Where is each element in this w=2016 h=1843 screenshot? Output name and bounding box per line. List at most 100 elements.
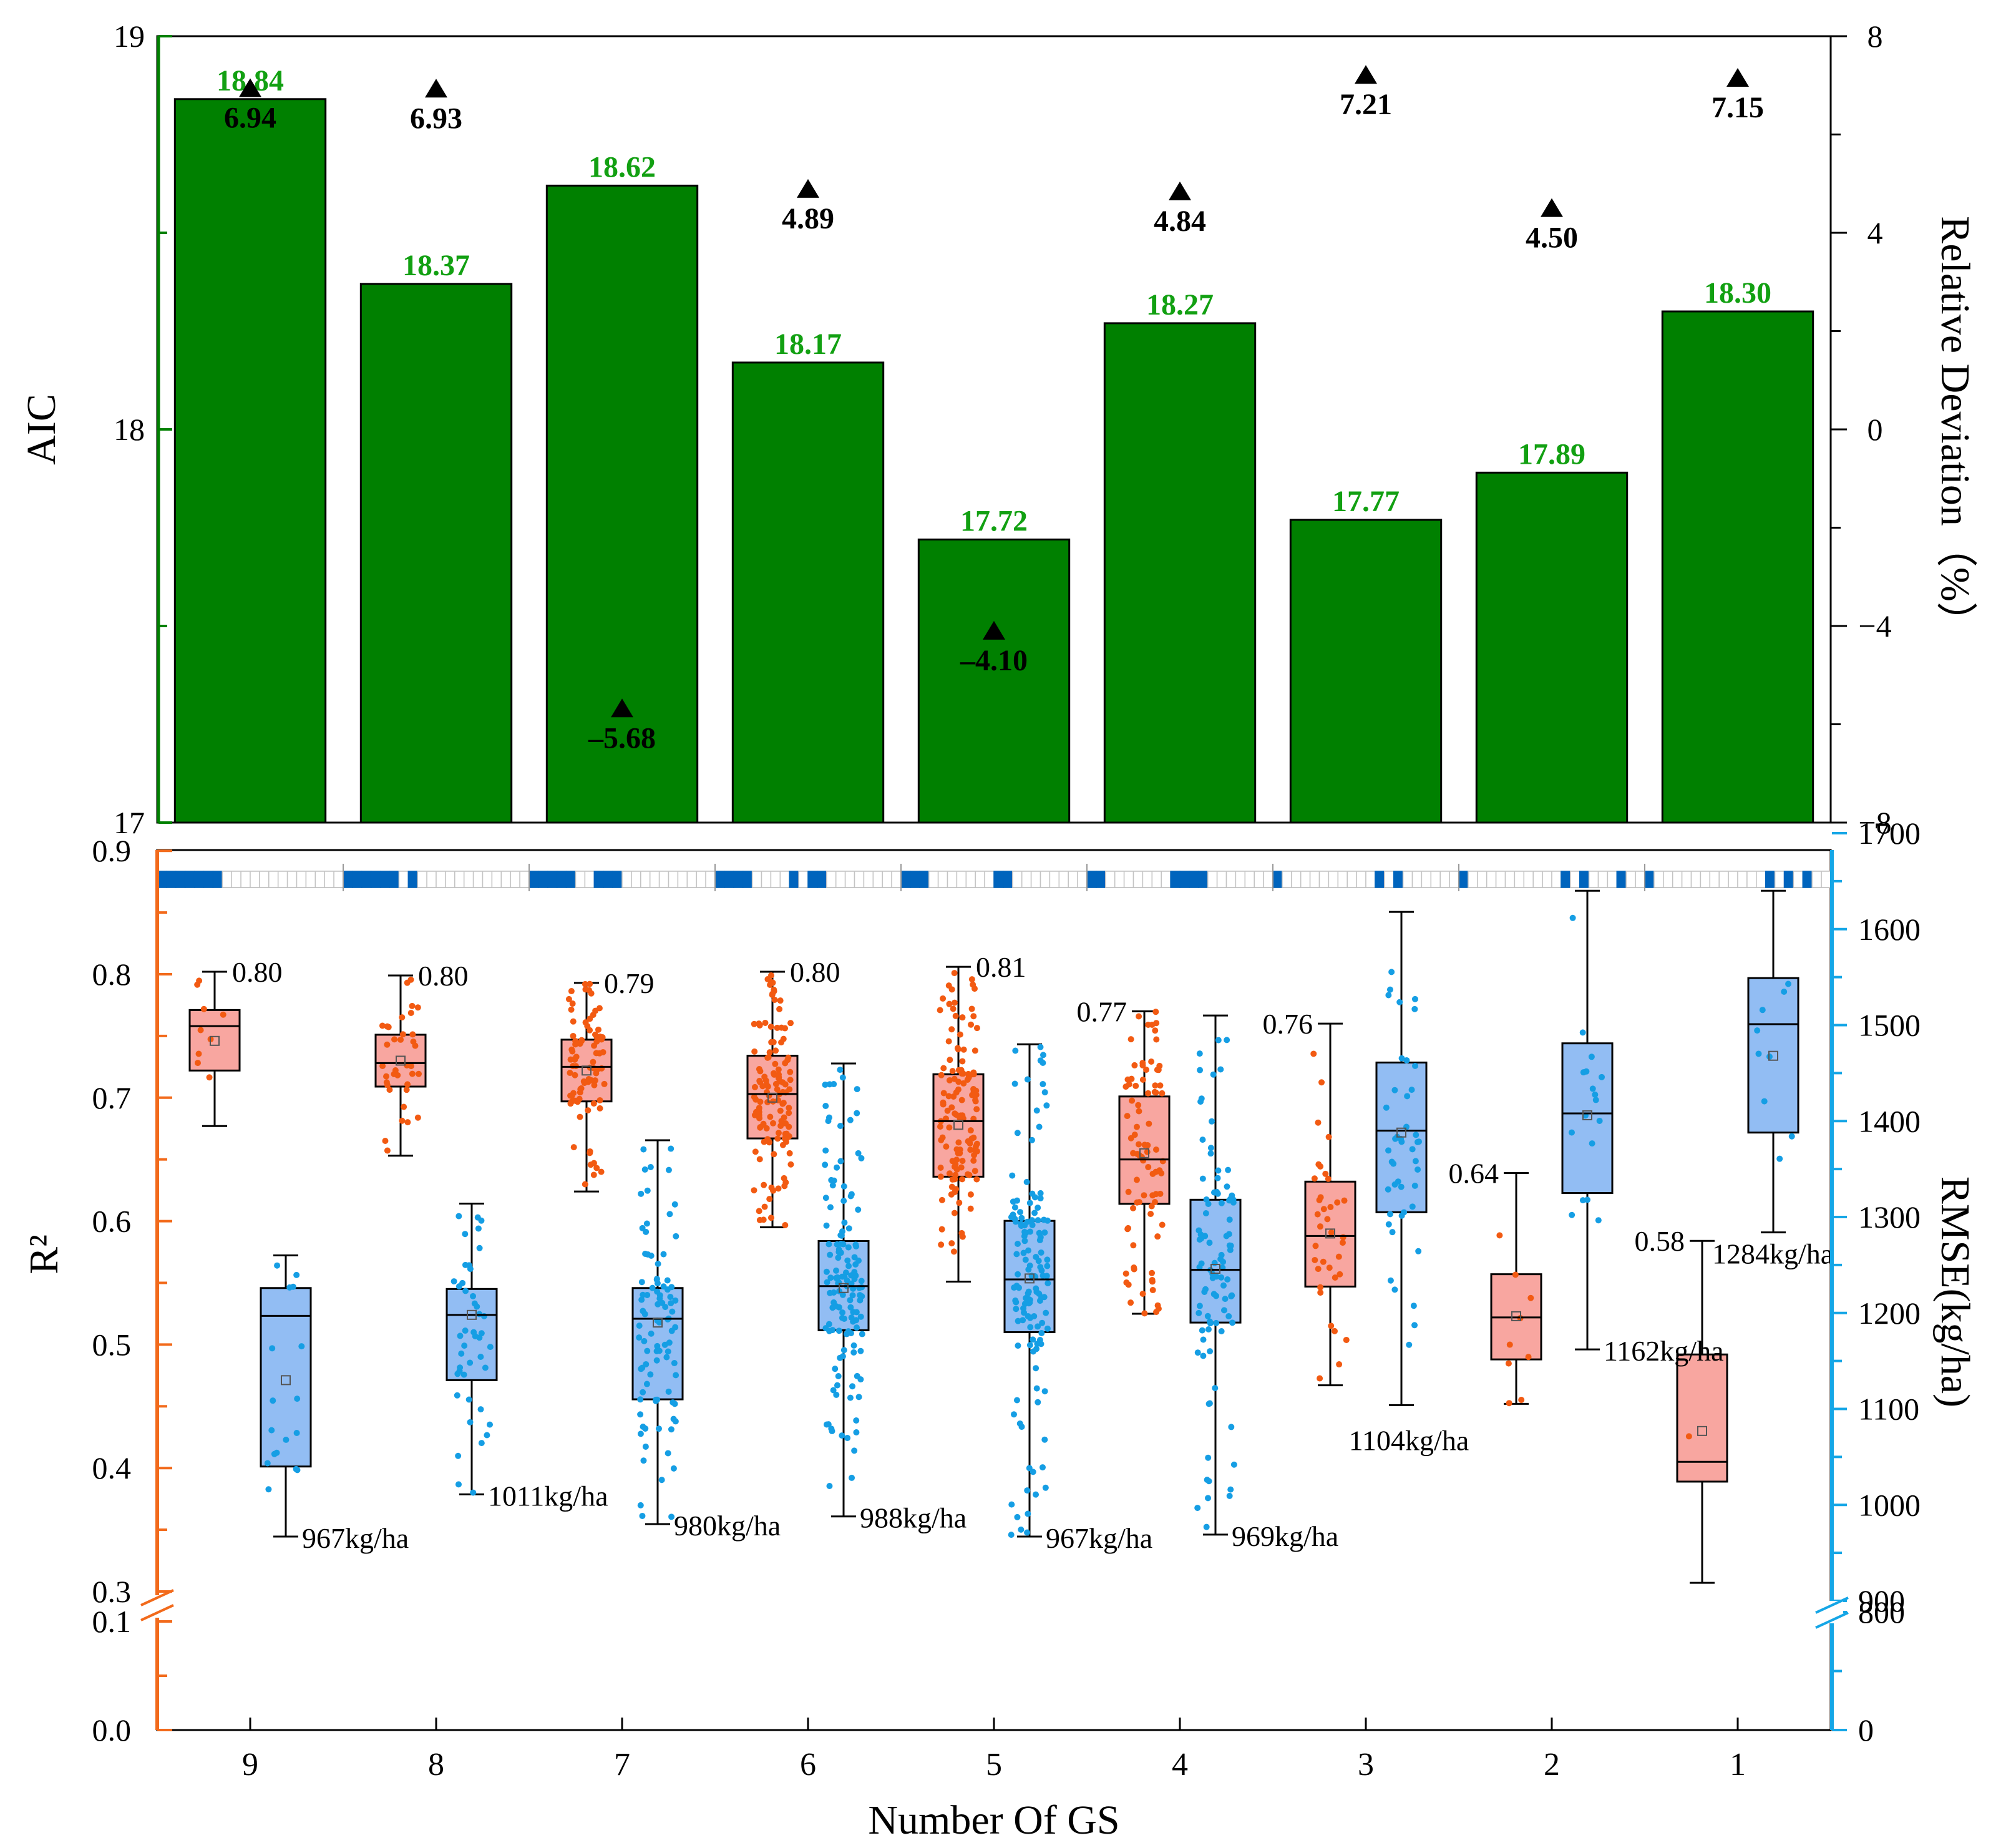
- mean-marker: [953, 1120, 963, 1130]
- data-point: [939, 1134, 946, 1141]
- data-point: [1014, 1513, 1021, 1520]
- data-point: [772, 1047, 779, 1054]
- data-point: [779, 1079, 786, 1086]
- data-point: [776, 1071, 782, 1078]
- strip-cell: [417, 871, 427, 888]
- data-point: [655, 1260, 661, 1267]
- data-point: [1225, 1166, 1232, 1173]
- data-point: [822, 1161, 829, 1168]
- data-point: [570, 1018, 577, 1025]
- data-point: [1415, 1248, 1422, 1254]
- rmse-box: [1561, 889, 1614, 1351]
- data-point: [391, 1070, 397, 1077]
- data-point: [1229, 1319, 1236, 1326]
- aic-bar: [1103, 322, 1257, 824]
- data-point: [970, 981, 976, 988]
- data-point: [971, 1151, 978, 1158]
- data-point: [294, 1396, 301, 1402]
- data-point: [569, 1000, 576, 1007]
- data-point: [839, 1314, 845, 1321]
- strip-cell: [250, 871, 260, 888]
- rmse-axis-break-mark: [1815, 1611, 1849, 1629]
- data-point: [1158, 1170, 1165, 1176]
- data-point: [1215, 1167, 1222, 1174]
- data-point: [1148, 1203, 1155, 1210]
- data-point: [940, 995, 947, 1002]
- data-point: [672, 1297, 679, 1304]
- data-point: [1037, 1044, 1044, 1050]
- r2-max-label: 0.81: [976, 951, 1026, 983]
- strip-cell: [854, 871, 865, 888]
- data-point: [1036, 1237, 1043, 1244]
- data-point: [478, 1440, 485, 1447]
- data-point: [661, 1341, 668, 1348]
- data-point: [1224, 1183, 1230, 1190]
- data-point: [1332, 1274, 1338, 1281]
- strip-cell: [761, 871, 772, 888]
- data-point: [775, 1130, 782, 1137]
- strip-cell: [1096, 871, 1106, 888]
- strip-cell: [1189, 871, 1199, 888]
- data-point: [1589, 1085, 1596, 1092]
- data-point: [455, 1452, 462, 1459]
- data-point: [761, 1138, 767, 1145]
- data-point: [1031, 1313, 1038, 1319]
- r2-box: [746, 970, 799, 1228]
- data-point: [384, 1041, 391, 1048]
- data-point: [637, 1411, 644, 1418]
- data-point: [482, 1364, 489, 1371]
- data-point: [967, 1205, 974, 1212]
- data-point: [1404, 1093, 1411, 1100]
- data-point: [1223, 1233, 1230, 1239]
- data-point: [653, 1276, 660, 1283]
- data-point: [1026, 1262, 1033, 1269]
- data-point: [1385, 1186, 1391, 1193]
- data-point: [1024, 1529, 1031, 1536]
- data-point: [756, 1112, 762, 1119]
- data-point: [404, 1081, 411, 1088]
- data-point: [643, 1381, 650, 1387]
- data-point: [1685, 1433, 1692, 1440]
- rmse-tick-label: 1000: [1858, 1487, 1921, 1522]
- data-point: [1024, 1076, 1031, 1083]
- data-point: [590, 1100, 597, 1107]
- r2-max-label: 0.80: [790, 956, 840, 988]
- data-point: [1209, 1274, 1216, 1281]
- data-point: [858, 1278, 865, 1284]
- data-point: [766, 1139, 772, 1146]
- data-point: [1045, 1280, 1051, 1287]
- x-tick-label: 5: [986, 1747, 1002, 1782]
- data-point: [854, 1086, 860, 1093]
- rmse-box: [817, 1062, 870, 1518]
- strip-cell: [1030, 871, 1041, 888]
- data-point: [953, 1146, 960, 1153]
- data-point: [637, 1502, 644, 1508]
- data-point: [973, 1025, 980, 1032]
- r2-box: [188, 970, 241, 1127]
- data-point: [1317, 1284, 1324, 1291]
- data-point: [1029, 1190, 1036, 1197]
- strip-cell: [231, 871, 241, 888]
- data-point: [379, 1022, 386, 1029]
- mean-marker: [1325, 1228, 1335, 1239]
- strip-cell: [593, 871, 604, 888]
- data-point: [837, 1122, 844, 1129]
- data-point: [642, 1250, 649, 1257]
- x-tick-label: 9: [242, 1747, 258, 1782]
- data-point: [407, 1010, 414, 1017]
- data-point: [1396, 999, 1403, 1005]
- data-point: [582, 980, 588, 987]
- data-point: [1230, 1461, 1237, 1468]
- data-point: [1759, 1007, 1766, 1014]
- data-point: [1580, 1069, 1587, 1076]
- data-point: [1131, 1266, 1137, 1273]
- data-point: [1197, 1067, 1204, 1073]
- data-point: [951, 970, 958, 977]
- data-point: [1596, 1117, 1603, 1124]
- data-point: [958, 1229, 965, 1236]
- data-point: [940, 1090, 947, 1097]
- data-point: [1039, 1464, 1046, 1471]
- data-point: [1785, 980, 1792, 987]
- data-point: [644, 1347, 651, 1354]
- data-points: [636, 1145, 679, 1520]
